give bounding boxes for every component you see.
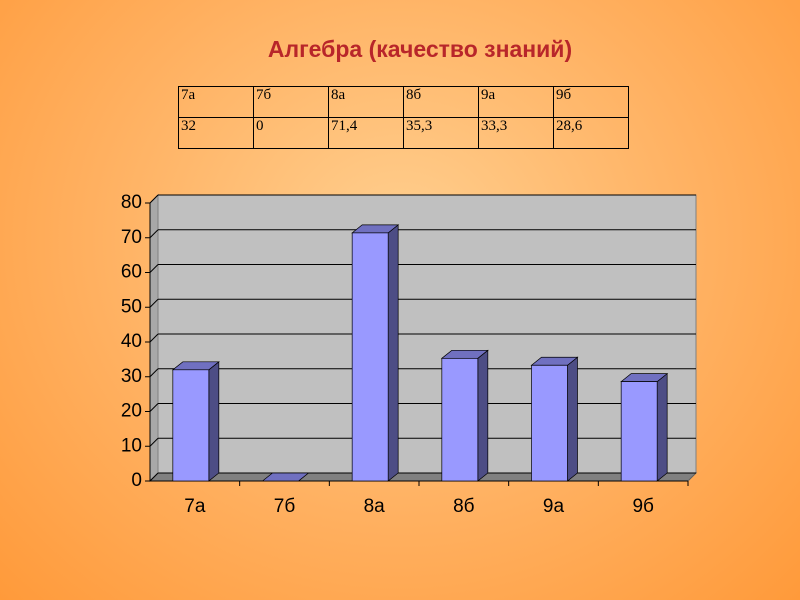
y-tick-label: 40 [121, 331, 142, 352]
table-cell: 35,3 [403, 117, 479, 149]
table-row: 7а 7б 8а 8б 9а 9б [178, 86, 629, 118]
x-tick-label: 8а [364, 496, 386, 517]
x-tick-label: 9а [543, 496, 565, 517]
x-tick-label: 8б [453, 496, 475, 517]
table-cell: 0 [253, 117, 329, 149]
floor [148, 472, 698, 482]
bar [531, 364, 568, 482]
table-cell: 9б [553, 86, 629, 118]
chart-title: Алгебра (качество знаний) [267, 36, 573, 62]
x-tick-label: 7б [274, 496, 296, 517]
table-cell: 32 [178, 117, 254, 149]
grid-line [149, 437, 159, 447]
grid-line [149, 264, 159, 273]
y-tick-label: 0 [131, 470, 142, 491]
bar-side [387, 224, 399, 482]
table-cell: 8а [328, 86, 404, 118]
bar-side [477, 349, 489, 482]
y-tick-label: 50 [121, 296, 142, 317]
grid-line [149, 368, 159, 378]
y-tick-label: 60 [121, 262, 142, 283]
bar-side [567, 356, 578, 482]
y-tick-label: 20 [121, 401, 142, 422]
bar-top [261, 472, 310, 482]
y-tick-label: 10 [121, 435, 142, 456]
table-cell: 71,4 [328, 117, 404, 149]
table-cell: 7а [178, 86, 254, 118]
table-row: 32 0 71,4 35,3 33,3 28,6 [178, 117, 629, 149]
grid-line [149, 472, 159, 482]
y-tick-label: 30 [121, 366, 142, 387]
bar [172, 369, 210, 482]
table-cell: 9а [478, 86, 554, 118]
grid-line [149, 333, 159, 343]
x-tick-label: 9б [632, 496, 654, 517]
bar [441, 357, 479, 482]
table-cell: 33,3 [478, 117, 554, 149]
y-tick-label: 80 [121, 192, 142, 213]
grid-line [149, 298, 159, 308]
table-cell: 28,6 [553, 117, 629, 149]
grid-line [149, 229, 159, 239]
bar-side [208, 361, 220, 482]
grid-line [149, 403, 159, 412]
bar [351, 232, 389, 482]
bar-side [656, 372, 668, 482]
bar [620, 381, 658, 482]
grid-line [149, 194, 159, 204]
table-cell: 7б [253, 86, 329, 118]
data-table: 7а 7б 8а 8б 9а 9б 32 0 71,4 35,3 33,3 28,6 [178, 86, 629, 149]
x-tick-label: 7а [184, 496, 206, 517]
y-tick-label: 70 [121, 227, 142, 248]
